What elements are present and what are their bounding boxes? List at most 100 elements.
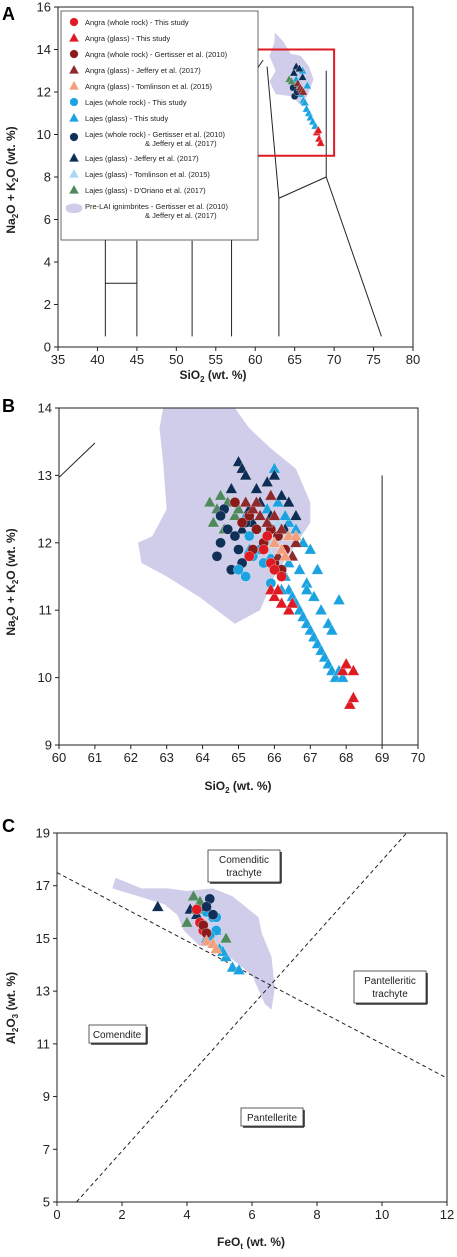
x-tick-label: 2: [118, 1207, 125, 1222]
tas-boundary-line: [266, 66, 280, 199]
data-point: [214, 488, 227, 501]
x-tick-label: 40: [90, 352, 104, 367]
y-tick-label: 10: [37, 127, 51, 142]
svg-text:Pantelleritic: Pantelleritic: [364, 976, 416, 987]
data-point: [258, 544, 269, 555]
data-point: [316, 138, 326, 147]
data-point: [314, 603, 328, 615]
chart-panel-c: 0 2 4 6 8 10 12 5 7 9 11 13 15 17 19: [36, 826, 455, 1223]
x-tick-label: 45: [130, 352, 144, 367]
data-point: [269, 564, 280, 576]
x-tick-label: 6: [248, 1207, 255, 1222]
x-tick-label: 70: [327, 352, 341, 367]
data-point: [293, 563, 306, 575]
data-point: [313, 125, 323, 134]
legend-label: Lajes (whole rock) - This study: [85, 98, 187, 107]
field-label-comenditic-trachyte: Comenditic trachyte: [207, 849, 282, 884]
data-point: [180, 915, 194, 928]
y-tick-label: 6: [44, 212, 51, 227]
data-point: [268, 590, 281, 602]
legend-marker: [68, 80, 80, 90]
data-point: [271, 495, 285, 508]
data-point: [243, 530, 255, 542]
panel-letter-c: C: [2, 816, 15, 836]
data-point: [229, 530, 241, 542]
legend-marker: [69, 97, 79, 107]
legend-label: Lajes (glass) - Tomlinson et al. (2015): [85, 170, 210, 179]
x-tick-label: 60: [52, 750, 66, 765]
data-point: [275, 522, 288, 535]
data-point: [203, 495, 217, 508]
data-point: [260, 475, 274, 487]
legend-item: Angra (whole rock) - Gertisser et al. (2…: [69, 49, 228, 59]
data-point: [239, 468, 252, 481]
data-point: [298, 87, 308, 96]
panel-letter-b: B: [2, 396, 15, 416]
series-angra_tomlinson-triangle: [200, 934, 223, 954]
x-tick-label: 12: [440, 1207, 454, 1222]
legend-marker: [68, 152, 80, 162]
data-point: [250, 482, 263, 494]
data-point: [307, 590, 321, 602]
x-tick-label: 50: [169, 352, 183, 367]
series-lajes_gertisser-circle: [201, 893, 219, 921]
y-tick-label: 11: [39, 603, 53, 618]
data-point: [275, 488, 288, 501]
data-point: [276, 571, 287, 582]
axis-title-x-b: SiO2 (wt. %): [204, 779, 271, 795]
legend-item: Lajes (whole rock) - Gertisser et al. (2…: [69, 130, 226, 148]
tas-boundary-line: [59, 442, 96, 478]
data-point: [232, 963, 246, 975]
data-point: [215, 510, 226, 522]
legend-item: Lajes (whole rock) - This study: [69, 97, 187, 107]
data-point: [219, 931, 233, 944]
field-label-pantelleritic-trachyte: Pantelleritic trachyte: [353, 970, 428, 1005]
data-point: [336, 664, 349, 676]
legend-item: Lajes (glass) - Jeffery et al. (2017): [68, 152, 199, 163]
y-tick-label: 4: [44, 255, 51, 270]
x-tick-label: 75: [366, 352, 380, 367]
legend-label: Angra (glass) - Jeffery et al. (2017): [85, 66, 201, 75]
legend-item: Angra (glass) - Jeffery et al. (2017): [68, 64, 201, 75]
legend: Angra (whole rock) - This study Angra (gl…: [60, 10, 259, 241]
legend-label: Pre-LAI ignimbrites - Gertisser et al. (…: [85, 202, 228, 211]
data-point: [233, 564, 244, 576]
data-point: [187, 889, 200, 901]
data-point: [347, 691, 360, 703]
data-point: [271, 583, 285, 595]
data-point: [191, 904, 203, 915]
data-point: [253, 509, 267, 521]
plot-area: [59, 408, 383, 745]
y-tick-label: 13: [36, 984, 50, 999]
legend-marker: [68, 168, 80, 178]
pre-lai-field: [112, 877, 275, 1010]
data-point: [260, 515, 274, 528]
legend-item: Lajes (glass) - Tomlinson et al. (2015): [68, 168, 210, 179]
data-point: [264, 488, 278, 501]
data-point: [211, 550, 223, 562]
x-tick-label: 70: [411, 750, 425, 765]
data-point: [282, 495, 296, 508]
data-point: [325, 623, 339, 636]
legend-swatch: [65, 203, 83, 213]
legend-marker: [69, 132, 79, 142]
field-label-pantellerite: Pantellerite: [240, 1107, 305, 1128]
y-tick-label: 9: [43, 1089, 50, 1104]
data-point: [300, 583, 314, 595]
x-tick-label: 68: [339, 750, 353, 765]
y-tick-label: 7: [43, 1142, 50, 1157]
data-point: [229, 497, 241, 508]
y-tick-label: 10: [38, 670, 52, 685]
data-point: [246, 502, 260, 514]
series-lajes_jeffery-triangle: [289, 61, 308, 81]
legend-marker: [68, 64, 80, 74]
data-point: [289, 509, 303, 521]
legend-marker: [68, 184, 80, 194]
legend-item: Angra (glass) - Tomlinson et al. (2015): [68, 80, 213, 91]
axis-title-y-a: Na2O + K2O (wt. %): [4, 126, 20, 233]
classification-boundary: [57, 872, 447, 1079]
legend-label: Lajes (glass) - This study: [85, 114, 168, 123]
data-point: [250, 495, 263, 508]
y-tick-label: 17: [36, 878, 50, 893]
